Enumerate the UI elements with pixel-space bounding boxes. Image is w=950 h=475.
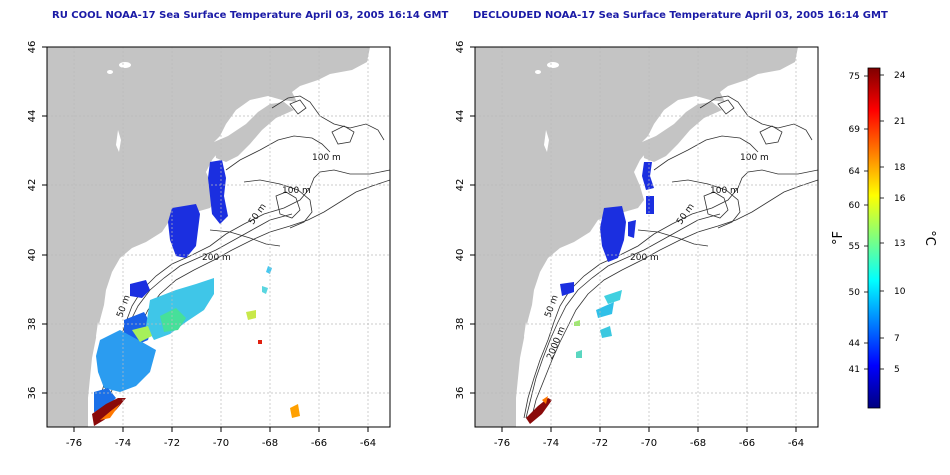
colorbar-c-label: 13 [894,239,905,249]
lat-tick-label: 44 [455,110,466,123]
contour-label-200m: 200 m [630,253,659,263]
left-plot-frame [46,46,391,428]
lon-tick-label: -74 [543,438,559,449]
colorbar-c-label: 16 [894,194,906,204]
colorbar-f-label: 60 [849,201,861,211]
contour-label-50m-b: 50 m [115,294,132,319]
lat-tick-label: 46 [27,41,38,54]
colorbar-f-label: 64 [849,167,861,177]
bathymetry-contours [523,95,818,421]
lat-tick-label: 36 [27,387,38,400]
lon-tick-label: -66 [739,438,755,449]
lat-tick-label: 46 [455,41,466,54]
gridlines [475,47,818,427]
lon-tick-label: -76 [494,438,510,449]
colorbar-f-label: 55 [849,242,860,252]
right-plot-frame [474,46,819,428]
colorbar-c-label: 21 [894,117,905,127]
colorbar-c-label: 5 [894,365,900,375]
colorbar-celsius-unit: °C [922,230,937,246]
contour-label-200m: 200 m [202,253,231,263]
land-mass [475,47,798,427]
contour-label-50m-b: 50 m [543,294,560,319]
right-map-panel: 100 m 100 m 50 m 200 m 50 m 2000 m [455,41,819,449]
contour-label-100m-b: 100 m [710,186,739,196]
lat-tick-label: 36 [455,387,466,400]
contour-label-50m-a: 50 m [247,202,268,227]
lon-tick-label: -72 [592,438,608,449]
lon-tick-label: -68 [690,438,706,449]
land-mass [47,47,370,427]
lat-tick-label: 40 [27,249,38,262]
left-panel-title: RU COOL NOAA-17 Sea Surface Temperature … [52,10,449,21]
left-map-panel: 100 m 100 m 50 m 200 m 50 m 2000 m [27,41,391,449]
colorbar-c-label: 10 [894,287,906,297]
lat-tick-label: 40 [455,249,466,262]
lon-tick-label: -64 [360,438,376,449]
colorbar-f-label: 75 [849,72,860,82]
colorbar-f-label: 50 [849,288,861,298]
sst-data-right [526,162,654,424]
left-axis-ticks: -76 -74 -72 -70 -68 -66 -64 46 44 42 40 38 36 [27,41,376,449]
colorbar-f-label: 44 [849,339,861,349]
lon-tick-label: -66 [311,438,327,449]
lat-tick-label: 44 [27,110,38,123]
lat-tick-label: 42 [27,179,38,192]
contour-label-100m-a: 100 m [312,153,341,163]
sst-data-left [92,160,300,426]
colorbar-c-label: 18 [894,163,906,173]
lon-tick-label: -64 [788,438,804,449]
colorbar-c-label: 24 [894,71,906,81]
lat-tick-label: 42 [455,179,466,192]
lon-tick-label: -70 [213,438,229,449]
colorbar-strip [867,67,881,409]
lon-tick-label: -76 [66,438,82,449]
colorbar-c-label: 7 [894,334,900,344]
right-axis-ticks: -76 -74 -72 -70 -68 -66 -64 46 44 42 40 38 36 [455,41,804,449]
gridlines [47,47,390,427]
lon-tick-label: -74 [115,438,131,449]
colorbar-fahrenheit-unit: °F [831,231,846,245]
contour-label-100m-a: 100 m [740,153,769,163]
right-panel-title: DECLOUDED NOAA-17 Sea Surface Temperatur… [473,10,888,21]
lon-tick-label: -72 [164,438,180,449]
lon-tick-label: -70 [641,438,657,449]
lat-tick-label: 38 [27,318,38,331]
contour-label-100m-b: 100 m [282,186,311,196]
lon-tick-label: -68 [262,438,278,449]
contour-label-50m-a: 50 m [675,202,696,227]
colorbar-f-label: 69 [849,125,861,135]
colorbar-f-label: 41 [849,365,860,375]
lat-tick-label: 38 [455,318,466,331]
